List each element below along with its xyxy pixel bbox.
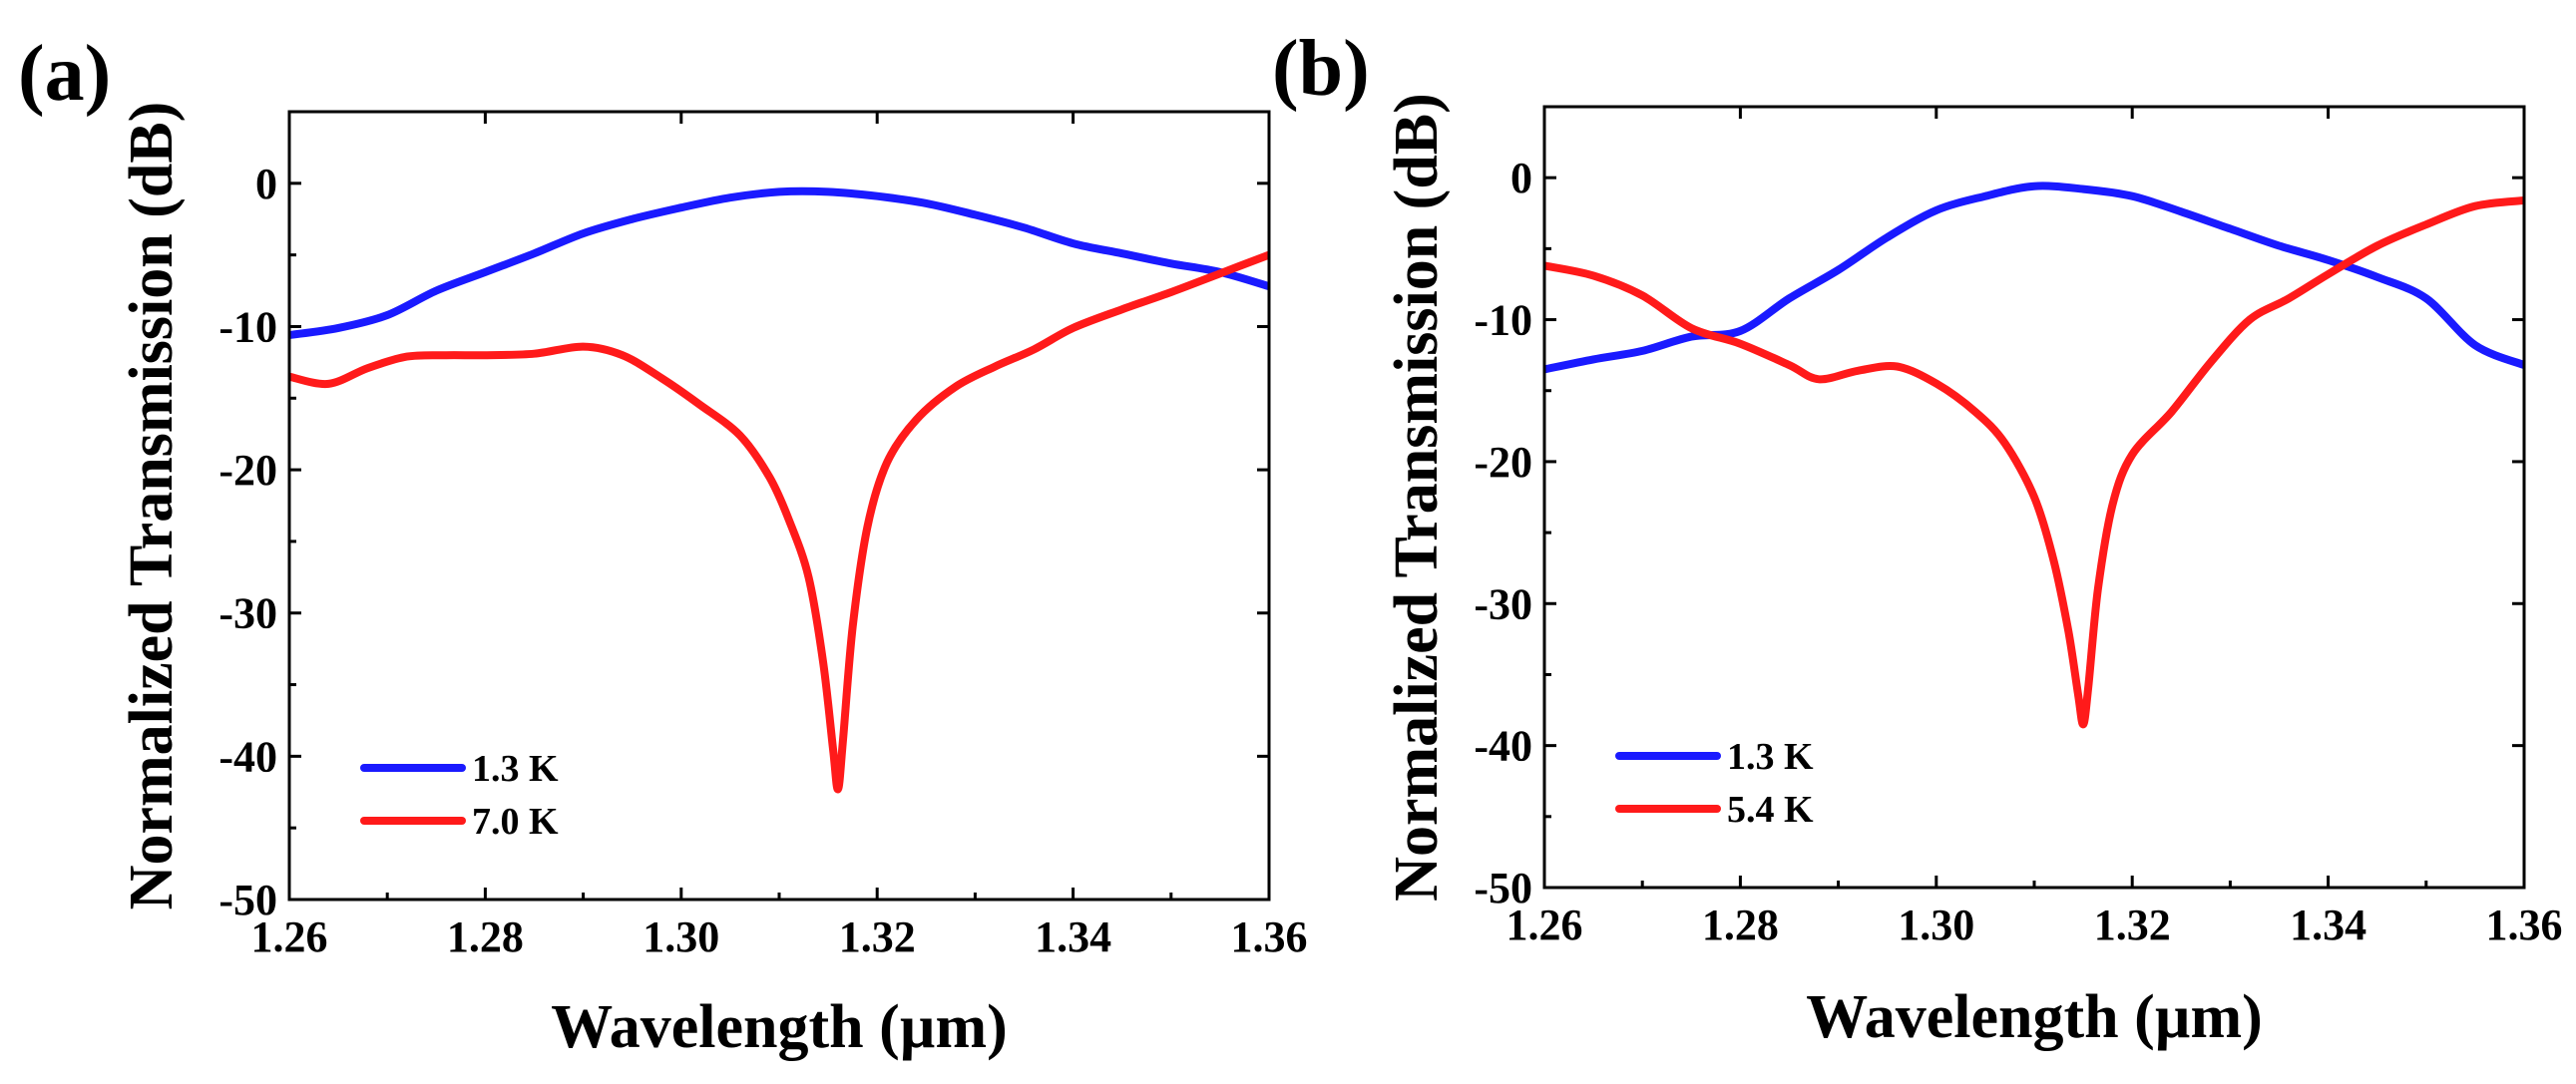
x-tick-label: 1.26 [251,912,328,961]
y-tick-label: -10 [1474,296,1532,345]
y-axis-title: Normalized Transmission (dB) [118,102,186,910]
y-tick-label: -50 [218,876,277,924]
x-axis-title: Wavelength (µm) [1806,983,2263,1051]
x-tick-label: 1.30 [1898,901,1974,949]
x-tick-label: 1.34 [1035,912,1111,961]
x-tick-label: 1.32 [839,912,916,961]
y-tick-label: -20 [218,446,277,495]
y-tick-label: -20 [1474,438,1532,487]
chart-panel-b: (b) 1.26 1.28 1.30 1.32 1.34 1.36 0 -10 -20 -30 -40… [1272,25,2563,1051]
x-tick-label: 1.26 [1506,901,1583,949]
x-tick-label: 1.34 [2290,901,2366,949]
legend-label: 5.4 K [1727,789,1814,831]
series-line-1-3-k [1544,181,2524,374]
y-tick-label: -50 [1474,864,1532,912]
legend-label: 1.3 K [472,748,559,790]
y-tick-label: -10 [218,302,277,351]
x-tick-label: 1.32 [2094,901,2171,949]
x-tick-label: 1.30 [643,912,719,961]
y-tick-label: 0 [255,160,277,208]
chart-panel-a: (a) 1.26 1.28 1.30 1.32 1.34 1.36 0 -10 -20 -30 -40… [18,30,1308,1061]
y-tick-label: 0 [1510,154,1532,202]
series-line-1-3-k [289,186,1269,340]
legend-label: 1.3 K [1727,736,1814,778]
x-tick-label: 1.36 [2486,901,2563,949]
series-line-5-4-k [1544,196,2524,729]
x-tick-label: 1.36 [1231,912,1308,961]
legend-label: 7.0 K [472,801,559,843]
y-tick-label: -40 [218,732,277,781]
x-tick-label: 1.28 [447,912,524,961]
x-axis-title: Wavelength (µm) [551,993,1008,1061]
y-tick-label: -40 [1474,722,1532,771]
y-axis-title: Normalized Transmission (dB) [1383,93,1451,902]
panel-label: (a) [18,30,111,118]
y-tick-label: -30 [1474,579,1532,628]
x-tick-label: 1.28 [1702,901,1779,949]
series-line-7-0-k [289,250,1269,794]
panel-label: (b) [1272,25,1370,113]
y-tick-label: -30 [218,589,277,638]
